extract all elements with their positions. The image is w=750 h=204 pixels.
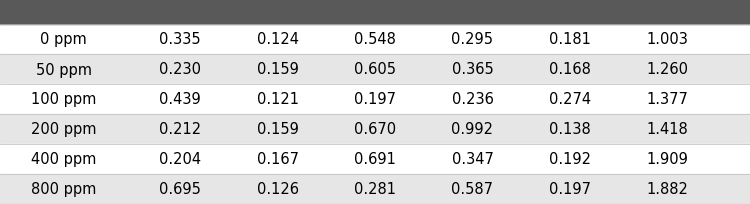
Text: 0.192: 0.192 (549, 152, 591, 167)
Text: 1.909: 1.909 (646, 152, 688, 167)
Text: 1.882: 1.882 (646, 182, 688, 196)
Text: 0.605: 0.605 (354, 62, 396, 77)
Text: 1.003: 1.003 (646, 32, 688, 47)
Text: 0.365: 0.365 (452, 62, 494, 77)
Text: 0.167: 0.167 (256, 152, 298, 167)
Text: 0 ppm: 0 ppm (40, 32, 87, 47)
Bar (0, 114, 750, 144)
Text: 0.204: 0.204 (159, 152, 201, 167)
Text: 50 ppm: 50 ppm (36, 62, 92, 77)
Text: 400 ppm: 400 ppm (31, 152, 97, 167)
Text: 0.236: 0.236 (452, 92, 494, 107)
Bar (0, 25, 750, 55)
Text: 0.212: 0.212 (159, 122, 201, 137)
Text: 0.587: 0.587 (452, 182, 494, 196)
Text: 1.418: 1.418 (646, 122, 688, 137)
Text: 0.548: 0.548 (354, 32, 396, 47)
Text: 0.126: 0.126 (256, 182, 298, 196)
Text: 0.347: 0.347 (452, 152, 494, 167)
Text: 100 ppm: 100 ppm (31, 92, 97, 107)
Text: 1.377: 1.377 (646, 92, 688, 107)
Text: 0.197: 0.197 (354, 92, 396, 107)
Bar (0, 0, 750, 25)
Text: 0.159: 0.159 (256, 62, 298, 77)
Text: 800 ppm: 800 ppm (31, 182, 97, 196)
Text: 0.138: 0.138 (549, 122, 591, 137)
Text: 0.295: 0.295 (452, 32, 494, 47)
Text: 0.670: 0.670 (354, 122, 396, 137)
Text: 200 ppm: 200 ppm (31, 122, 97, 137)
Text: 0.197: 0.197 (549, 182, 591, 196)
Text: 0.230: 0.230 (159, 62, 201, 77)
Text: 1.260: 1.260 (646, 62, 688, 77)
Text: 0.691: 0.691 (354, 152, 396, 167)
Text: 0.124: 0.124 (256, 32, 298, 47)
Bar (0, 85, 750, 114)
Text: 0.168: 0.168 (549, 62, 591, 77)
Text: 0.181: 0.181 (549, 32, 591, 47)
Text: 0.281: 0.281 (354, 182, 396, 196)
Text: 0.274: 0.274 (549, 92, 591, 107)
Bar (0, 55, 750, 85)
Text: 0.121: 0.121 (256, 92, 298, 107)
Bar (0, 144, 750, 174)
Text: 0.992: 0.992 (452, 122, 494, 137)
Text: 0.439: 0.439 (159, 92, 201, 107)
Text: 0.335: 0.335 (159, 32, 201, 47)
Bar (0, 174, 750, 204)
Text: 0.159: 0.159 (256, 122, 298, 137)
Text: 0.695: 0.695 (159, 182, 201, 196)
